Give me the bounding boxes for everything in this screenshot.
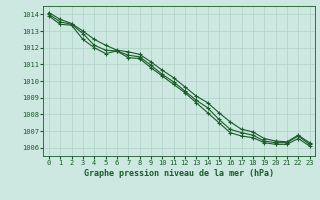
X-axis label: Graphe pression niveau de la mer (hPa): Graphe pression niveau de la mer (hPa) — [84, 169, 274, 178]
